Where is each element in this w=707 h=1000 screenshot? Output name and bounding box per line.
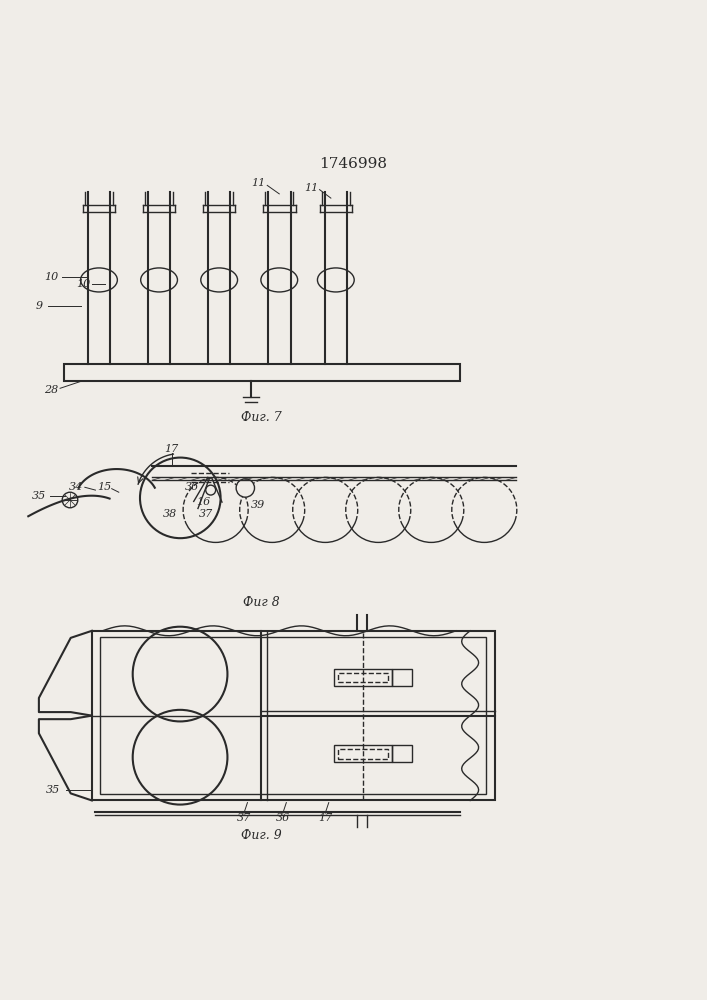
Circle shape xyxy=(62,492,78,508)
Text: 37: 37 xyxy=(237,813,251,823)
Text: Фиг. 9: Фиг. 9 xyxy=(241,829,282,842)
Text: 37: 37 xyxy=(199,509,214,519)
Text: 38: 38 xyxy=(163,509,177,519)
Bar xyxy=(334,669,392,686)
Text: 17: 17 xyxy=(165,444,179,454)
Text: 1746998: 1746998 xyxy=(320,157,387,171)
Text: 35: 35 xyxy=(32,491,46,501)
Circle shape xyxy=(236,479,255,497)
Ellipse shape xyxy=(201,268,238,292)
Ellipse shape xyxy=(81,268,117,292)
Bar xyxy=(339,749,388,759)
Text: Фиг. 7: Фиг. 7 xyxy=(241,411,282,424)
Ellipse shape xyxy=(261,268,298,292)
Bar xyxy=(339,673,388,682)
Bar xyxy=(334,745,392,762)
Bar xyxy=(100,637,486,794)
Ellipse shape xyxy=(141,268,177,292)
Text: 11: 11 xyxy=(304,183,318,193)
Bar xyxy=(92,631,495,800)
Text: 35: 35 xyxy=(46,785,60,795)
Ellipse shape xyxy=(317,268,354,292)
Text: 36: 36 xyxy=(276,813,290,823)
Text: 9: 9 xyxy=(35,301,42,311)
Text: 34: 34 xyxy=(69,482,83,492)
Text: 16: 16 xyxy=(196,497,210,507)
Circle shape xyxy=(206,485,216,495)
Text: Фиг 8: Фиг 8 xyxy=(243,596,280,609)
Text: 15: 15 xyxy=(98,482,112,492)
Bar xyxy=(392,669,412,686)
Text: 11: 11 xyxy=(251,178,265,188)
Text: 28: 28 xyxy=(44,385,58,395)
Text: 36: 36 xyxy=(185,482,199,492)
Bar xyxy=(64,364,460,381)
Text: 39: 39 xyxy=(251,500,265,510)
Text: 17: 17 xyxy=(318,813,332,823)
Text: 10: 10 xyxy=(44,272,58,282)
Text: 10: 10 xyxy=(76,279,90,289)
Bar xyxy=(392,745,412,762)
